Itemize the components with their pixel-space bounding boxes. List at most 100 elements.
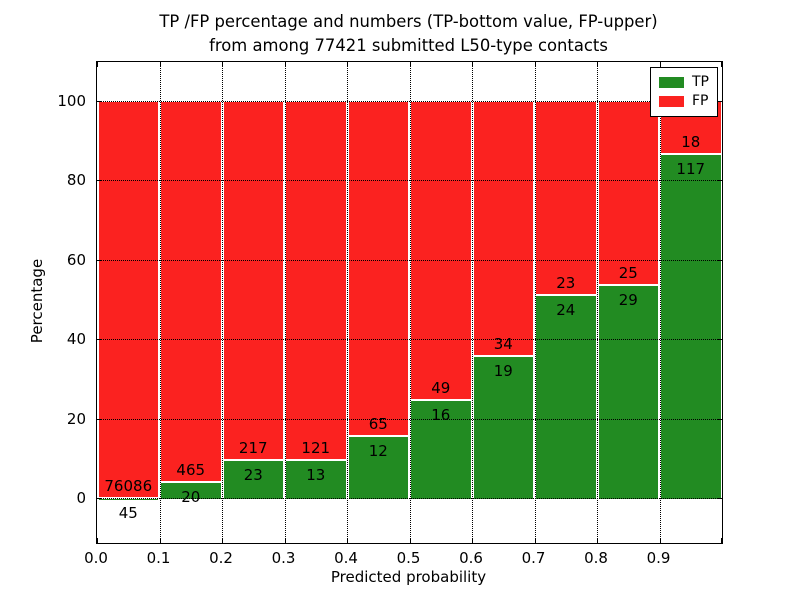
x-tick-mark: [347, 538, 348, 543]
bar-fp-count-label: 121: [301, 438, 331, 457]
x-tick-mark-top: [721, 62, 722, 67]
x-tick-mark: [472, 538, 473, 543]
legend-label-fp: FP: [692, 93, 709, 109]
chart-title-line2: from among 77421 submitted L50-type cont…: [209, 36, 608, 55]
bar-fp-count-label: 76086: [104, 477, 153, 496]
bar-tp-segment: [473, 356, 533, 500]
x-tick-label: 0.1: [146, 549, 171, 567]
y-tick-mark: [97, 418, 102, 420]
y-tick-label: 80: [66, 171, 86, 190]
x-tick-label: 0.5: [396, 549, 421, 567]
bar-fp-count-label: 465: [176, 460, 206, 479]
chart-title: TP /FP percentage and numbers (TP-bottom…: [96, 10, 721, 58]
bar-tp-segment: [598, 285, 658, 500]
bar-fp-segment: [161, 101, 221, 483]
x-tick-mark: [222, 538, 223, 543]
x-tick-mark-top: [409, 62, 411, 67]
gridline-vertical: [284, 62, 286, 543]
axes: TP FP 76086 45 465 20 217 23 121 13 65 12 49 16 34 19…: [96, 61, 723, 544]
bar-tp-segment: [661, 154, 721, 500]
gridline-vertical: [347, 62, 348, 543]
y-tick-mark: [97, 180, 102, 182]
gridline-vertical: [659, 62, 661, 543]
bar-fp-segment: [411, 101, 471, 402]
bar-tp-count-label: 20: [181, 487, 201, 506]
bar-fp-segment: [286, 101, 346, 461]
legend-label-tp: TP: [692, 74, 709, 90]
y-tick-mark: [97, 339, 102, 341]
x-tick-label: 0.2: [209, 549, 233, 567]
x-tick-mark: [97, 538, 98, 543]
y-tick-mark-right: [717, 180, 722, 182]
bar-tp-count-label: 117: [676, 159, 706, 178]
bar-fp-count-label: 18: [681, 132, 701, 151]
bar-fp-segment: [98, 101, 158, 500]
bar-tp-count-label: 23: [243, 466, 263, 485]
x-tick-label: 0.6: [459, 549, 483, 567]
x-tick-label: 0.8: [584, 549, 608, 567]
gridline-horizontal: [97, 259, 722, 261]
x-tick-mark-top: [597, 62, 598, 67]
x-tick-mark: [409, 538, 411, 543]
legend-entry-fp: FP: [659, 92, 709, 111]
x-tick-label: 0.7: [521, 549, 546, 567]
x-tick-mark: [721, 538, 722, 543]
bar-tp-count-label: 45: [118, 504, 138, 523]
x-tick-label: 0.4: [334, 549, 358, 567]
gridline-vertical: [409, 62, 411, 543]
legend-swatch-tp: [659, 77, 684, 88]
gridline-horizontal: [97, 180, 722, 182]
legend-entry-tp: TP: [659, 73, 709, 92]
bar-fp-count-label: 217: [238, 439, 268, 458]
x-tick-label: 0.9: [646, 549, 671, 567]
gridline-horizontal: [97, 339, 722, 341]
bar-tp-count-label: 24: [556, 301, 576, 320]
y-tick-mark-right: [717, 339, 722, 341]
gridline-vertical: [597, 62, 598, 543]
gridline-horizontal: [97, 100, 722, 102]
bar-tp-count-label: 12: [368, 442, 388, 461]
y-tick-label: 20: [66, 409, 86, 428]
bar-fp-segment: [598, 101, 658, 286]
bar-fp-count-label: 65: [368, 415, 388, 434]
y-tick-label: 60: [66, 250, 86, 269]
x-axis-label: Predicted probability: [330, 568, 487, 586]
chart-title-line1: TP /FP percentage and numbers (TP-bottom…: [159, 12, 658, 31]
bar-fp-segment: [536, 101, 596, 297]
bar-fp-count-label: 23: [556, 274, 576, 293]
y-tick-mark-right: [717, 100, 722, 102]
bar-fp-count-label: 25: [618, 263, 638, 282]
bar-fp-segment: [473, 101, 533, 357]
y-tick-label: 0: [76, 489, 86, 508]
y-tick-mark: [97, 498, 102, 500]
bar-tp-count-label: 19: [493, 361, 513, 380]
legend: TP FP: [650, 67, 718, 117]
bar-tp-segment: [348, 437, 408, 500]
x-tick-mark: [659, 538, 661, 543]
x-tick-mark-top: [159, 62, 161, 67]
bar-tp-segment: [286, 460, 346, 500]
bar-fp-count-label: 34: [493, 334, 513, 353]
gridline-horizontal: [97, 498, 722, 500]
x-tick-mark-top: [534, 62, 536, 67]
x-tick-label: 0.3: [271, 549, 296, 567]
x-tick-mark-top: [472, 62, 473, 67]
bar-tp-segment: [223, 461, 283, 500]
bar-fp-segment: [223, 101, 283, 462]
y-tick-mark-right: [717, 418, 722, 420]
y-tick-label: 40: [66, 330, 86, 349]
y-tick-mark-right: [717, 259, 722, 261]
y-tick-mark-right: [717, 498, 722, 500]
x-tick-mark: [284, 538, 286, 543]
x-tick-mark: [159, 538, 161, 543]
y-tick-label: 100: [57, 91, 86, 110]
bar-tp-count-label: 16: [431, 406, 451, 425]
gridline-vertical: [472, 62, 473, 543]
x-tick-mark-top: [659, 62, 661, 67]
x-tick-mark: [534, 538, 536, 543]
x-tick-mark-top: [97, 62, 98, 67]
gridline-vertical: [534, 62, 536, 543]
bar-tp-segment: [536, 296, 596, 500]
x-tick-mark-top: [347, 62, 348, 67]
